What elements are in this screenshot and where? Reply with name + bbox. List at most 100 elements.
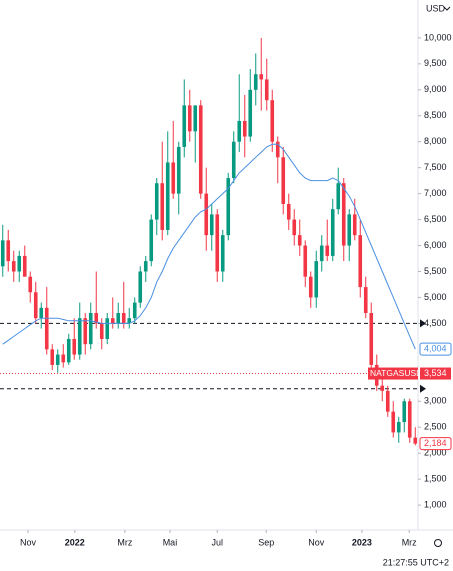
- candle-body: [193, 105, 198, 132]
- candle-body: [132, 302, 137, 319]
- candle-body: [17, 255, 22, 272]
- x-tick-label: Mrz: [402, 537, 417, 547]
- candle-body: [110, 318, 115, 324]
- y-tick-label: 5,000: [424, 292, 447, 302]
- candle-body: [44, 307, 49, 350]
- last-price-label: 3,534: [424, 368, 447, 378]
- x-tick-label: Jul: [211, 537, 223, 547]
- candle-body: [105, 318, 110, 339]
- candle-body: [39, 307, 44, 319]
- candle-body: [50, 349, 55, 365]
- y-tick-label: 9,500: [424, 58, 447, 68]
- candle-body: [11, 261, 16, 272]
- candle-body: [72, 338, 77, 355]
- candle-body: [22, 255, 27, 277]
- y-tick-label: 10,000: [424, 32, 452, 42]
- candle-body: [286, 204, 291, 220]
- y-tick-label: 4,500: [424, 318, 447, 328]
- candle-body: [303, 245, 308, 277]
- candle-body: [380, 385, 385, 391]
- last-price-box: [420, 367, 451, 380]
- candle-body: [154, 183, 159, 220]
- candle-body: [116, 313, 121, 324]
- close-label-box: [419, 437, 452, 451]
- candle-body: [171, 162, 176, 194]
- candle-body: [253, 74, 258, 90]
- candle-body: [325, 245, 330, 256]
- settings-icon[interactable]: [434, 539, 442, 547]
- candle-body: [341, 183, 346, 246]
- candle-body: [259, 74, 264, 80]
- candle-body: [94, 313, 99, 324]
- y-tick-label: 1,500: [424, 474, 447, 484]
- candle-body: [226, 178, 231, 236]
- currency[interactable]: USD: [426, 3, 446, 13]
- y-tick-label: 8,000: [424, 136, 447, 146]
- candle-body: [336, 183, 341, 210]
- candle-body: [330, 209, 335, 256]
- candle-body: [77, 318, 82, 355]
- y-tick-label: 9,000: [424, 84, 447, 94]
- x-tick-label: Sep: [258, 537, 274, 547]
- candle-body: [363, 287, 368, 314]
- candle-body: [275, 141, 280, 158]
- ma-label-box: [419, 342, 452, 356]
- y-tick-label: 6,000: [424, 240, 447, 250]
- candle-body: [231, 141, 236, 179]
- candle-body: [413, 437, 418, 444]
- candle-body: [248, 89, 253, 137]
- x-tick-label: Mrz: [117, 537, 132, 547]
- y-tick-label: 2,000: [424, 448, 447, 458]
- candle-body: [143, 261, 148, 272]
- candle-body: [308, 276, 313, 298]
- candle-body: [297, 235, 302, 246]
- candle-body: [83, 318, 88, 345]
- candle-body: [369, 313, 374, 365]
- line-marker: [420, 384, 426, 393]
- candle-body: [292, 219, 297, 236]
- y-tick-label: 8,500: [424, 110, 447, 120]
- candle-body: [182, 105, 187, 147]
- candle-body: [127, 318, 132, 324]
- moving-average: [2, 143, 416, 350]
- ma-label: 4,004: [424, 344, 447, 354]
- candle-body: [198, 105, 203, 194]
- candle-body: [385, 390, 390, 412]
- candle-body: [396, 422, 401, 433]
- candle-body: [237, 120, 242, 142]
- candle-body: [319, 245, 324, 262]
- candle-body: [66, 338, 71, 363]
- candle-body: [0, 240, 5, 267]
- candle-body: [61, 354, 66, 363]
- candle-body: [99, 323, 104, 339]
- currency-caret[interactable]: [443, 6, 451, 11]
- x-tick-label: Nov: [308, 537, 325, 547]
- y-tick-label: 6,500: [424, 214, 447, 224]
- candle-body: [314, 261, 319, 298]
- x-tick-label: Nov: [20, 537, 37, 547]
- candle-body: [215, 214, 220, 272]
- candle-body: [402, 401, 407, 423]
- y-tick-label: 2,500: [424, 422, 447, 432]
- y-tick-label: 5,500: [424, 266, 447, 276]
- candle-body: [391, 411, 396, 433]
- candle-body: [358, 235, 363, 288]
- candle-body: [242, 120, 247, 137]
- candle-body: [281, 157, 286, 205]
- candle-body: [270, 100, 275, 142]
- candle-body: [160, 183, 165, 230]
- candle-body: [149, 219, 154, 262]
- last-price-name: NATGASUSD: [370, 368, 422, 378]
- candle-body: [121, 313, 126, 324]
- candle-body: [187, 105, 192, 132]
- y-tick-label: 7,500: [424, 162, 447, 172]
- candle-body: [347, 214, 352, 246]
- clock: 21:27:55 UTC+2: [383, 557, 449, 567]
- candle-body: [88, 313, 93, 345]
- close-label: 2,184: [424, 438, 447, 448]
- candle-body: [352, 214, 357, 236]
- y-tick-label: 1,000: [424, 499, 447, 509]
- candle-body: [220, 235, 225, 272]
- candle-body: [204, 193, 209, 236]
